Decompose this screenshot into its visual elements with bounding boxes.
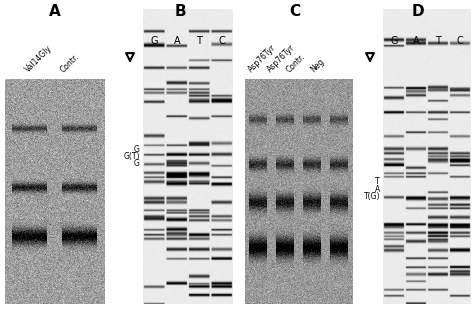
Text: Asp76Tyr: Asp76Tyr (265, 43, 297, 74)
Text: A: A (49, 4, 61, 19)
Text: G: G (134, 159, 140, 168)
Text: Neg: Neg (309, 57, 326, 74)
Text: G(T): G(T) (124, 153, 140, 162)
Text: G: G (390, 36, 398, 46)
Text: Contr.: Contr. (59, 51, 81, 74)
Text: Asp76Tyr: Asp76Tyr (246, 43, 278, 74)
Text: T(G): T(G) (364, 193, 380, 202)
Text: G: G (134, 144, 140, 154)
Text: Val14Gly: Val14Gly (24, 44, 54, 74)
Text: A: A (375, 186, 380, 194)
Text: D: D (412, 4, 424, 19)
Text: C: C (290, 4, 301, 19)
Text: B: B (174, 4, 186, 19)
Text: T: T (375, 178, 380, 187)
Text: A: A (413, 36, 419, 46)
Text: G: G (151, 36, 158, 46)
Text: C: C (456, 36, 464, 46)
Text: T: T (435, 36, 441, 46)
Text: A: A (173, 36, 180, 46)
Text: Contr.: Contr. (284, 51, 307, 74)
Text: C: C (219, 36, 225, 46)
Text: T: T (196, 36, 202, 46)
